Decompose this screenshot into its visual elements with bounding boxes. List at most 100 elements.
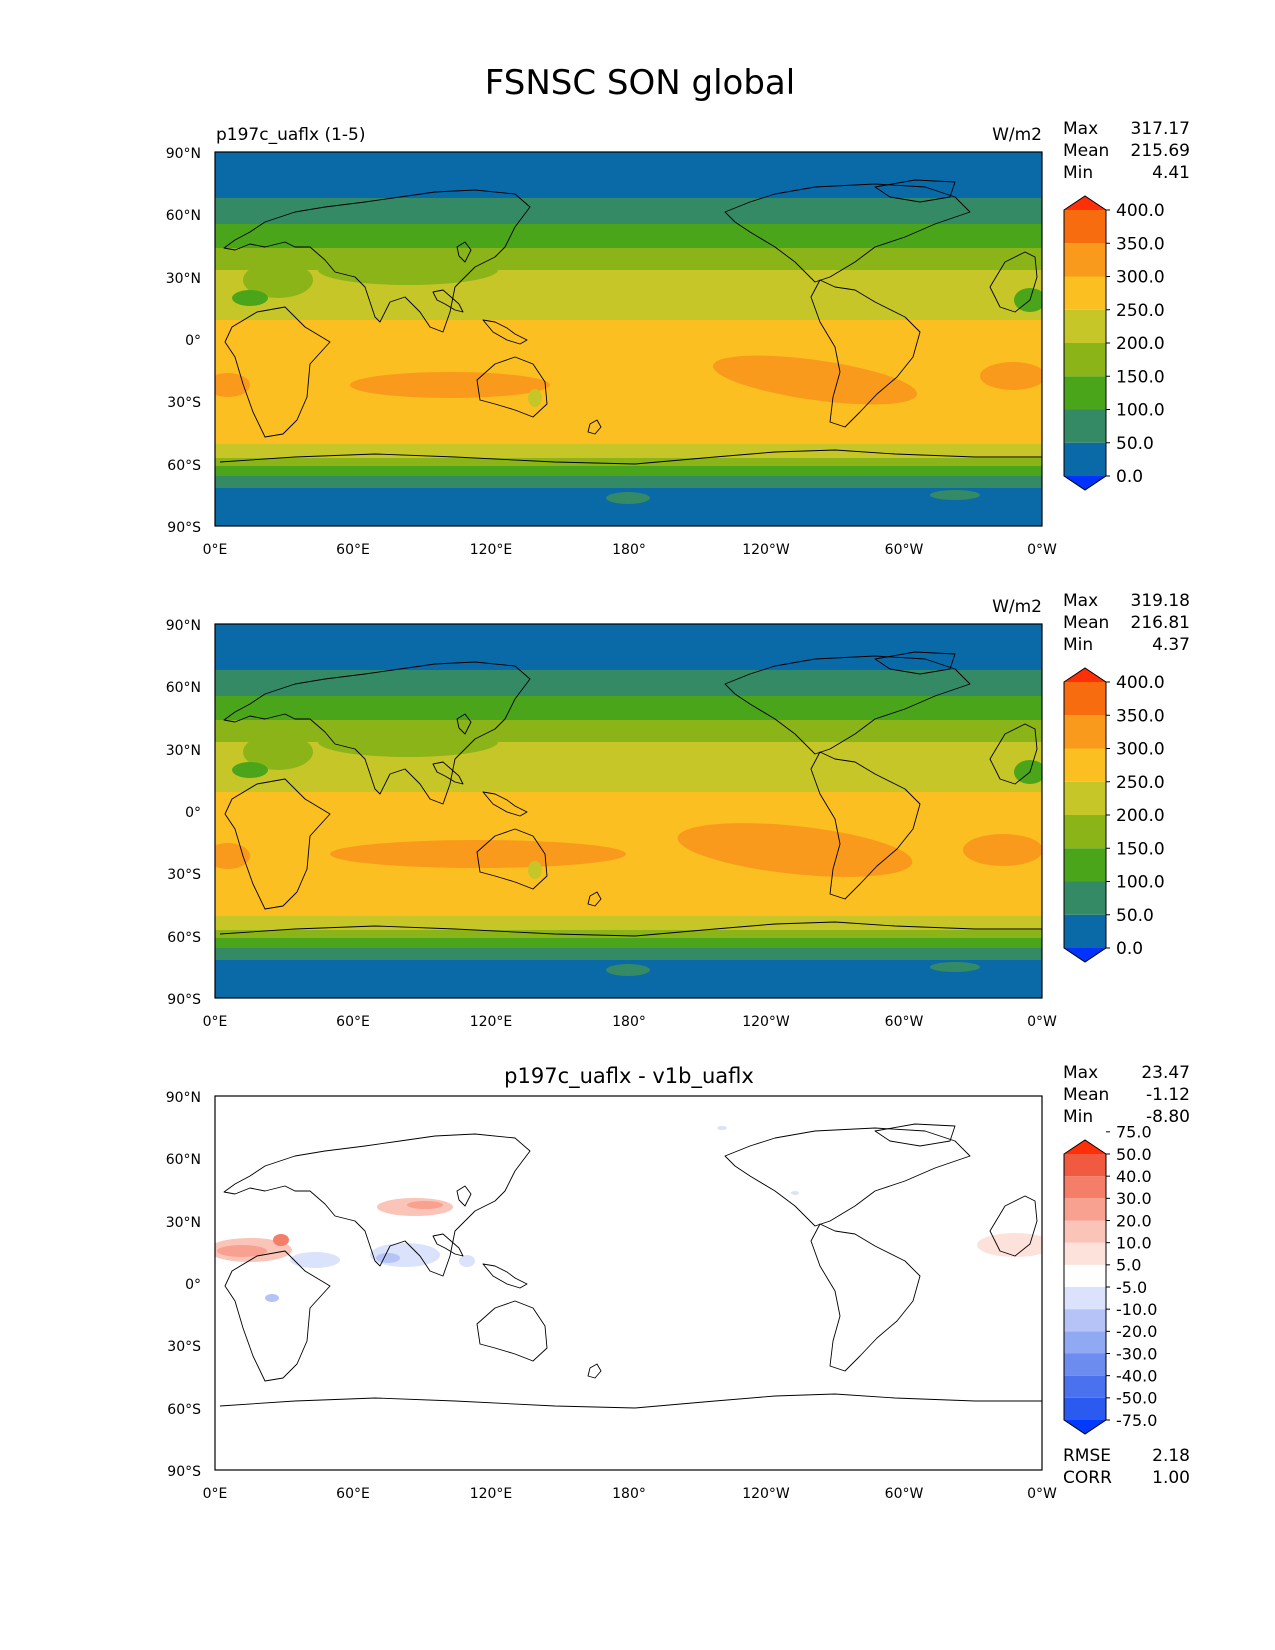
colorbar-extend-max xyxy=(1064,1140,1106,1154)
map-panel xyxy=(215,1096,1042,1470)
colorbar-segment xyxy=(1064,210,1106,244)
colorbar-tick-label: -20.0 xyxy=(1116,1322,1157,1341)
contour-blob xyxy=(243,734,313,770)
stat-max-value: 319.18 xyxy=(1131,591,1190,611)
colorbar-segment xyxy=(1064,815,1106,849)
contour-blob xyxy=(376,1253,400,1263)
contour-band xyxy=(215,696,1042,720)
colorbar-tick-label: -40.0 xyxy=(1116,1366,1157,1385)
panel-test: p197c_uaflx (1-5) W/m2 xyxy=(166,119,1190,558)
stat-max-label: Max xyxy=(1063,119,1098,139)
colorbar-segment xyxy=(1064,309,1106,343)
stat-mean-label: Mean xyxy=(1063,613,1109,633)
coastline xyxy=(874,179,956,203)
contour-band xyxy=(215,458,1042,466)
colorbar-segment xyxy=(1064,881,1106,915)
lon-tick-label: 60°W xyxy=(885,1014,924,1030)
colorbar-segment xyxy=(1064,848,1106,882)
lat-tick-label: 60°N xyxy=(166,208,201,224)
coastline xyxy=(482,319,528,345)
map-frame xyxy=(214,623,1043,999)
colorbar-tick-label: 350.0 xyxy=(1116,234,1165,254)
coastline xyxy=(587,891,602,907)
colorbar-tick-label: 5.0 xyxy=(1116,1256,1141,1275)
colorbar-segment xyxy=(1064,1397,1106,1420)
lon-tick-label: 60°E xyxy=(336,542,370,558)
stat-min-value: 4.41 xyxy=(1152,163,1190,183)
contour-blob xyxy=(217,1245,267,1257)
contour-blob xyxy=(407,1201,443,1209)
colorbar-tick-label: 300.0 xyxy=(1116,268,1165,288)
lon-tick-label: 120°E xyxy=(470,542,513,558)
contour-band xyxy=(215,930,1042,938)
contour-blob xyxy=(318,727,498,757)
colorbar-segment xyxy=(1064,715,1106,749)
colorbar-tick-label: -50.0 xyxy=(1116,1389,1157,1408)
panel-units: W/m2 xyxy=(992,125,1042,145)
lon-axis: 0°E 60°E 120°E 180° 120°W 60°W 0°W xyxy=(203,1014,1057,1030)
stat-min-label: Min xyxy=(1063,1107,1093,1127)
lat-tick-label: 90°N xyxy=(166,618,201,634)
colorbar-extend-min xyxy=(1064,476,1106,490)
coastline xyxy=(219,921,1042,937)
colorbar-extend-min xyxy=(1064,1420,1106,1434)
panel-center-title: p197c_uaflx - v1b_uaflx xyxy=(504,1064,754,1089)
contour-blob xyxy=(606,964,650,976)
contour-blob xyxy=(820,158,1040,178)
stat-max-value: 317.17 xyxy=(1131,119,1190,139)
coastline xyxy=(989,1195,1038,1257)
coastline xyxy=(989,251,1038,313)
contour-blob xyxy=(318,255,498,285)
contour-blob xyxy=(330,840,626,868)
contour-blob xyxy=(606,492,650,504)
colorbar-tick-label: 200.0 xyxy=(1116,334,1165,354)
coastline xyxy=(874,651,956,675)
colorbar-segment xyxy=(1064,1309,1106,1332)
stat-min-label: Min xyxy=(1063,163,1093,183)
contour-blob xyxy=(290,1252,340,1268)
stat-min-value: 4.37 xyxy=(1152,635,1190,655)
colorbar-tick-label: 10.0 xyxy=(1116,1233,1152,1252)
lon-tick-label: 60°E xyxy=(336,1486,370,1502)
colorbar-segment xyxy=(1064,781,1106,815)
panel-left-title: p197c_uaflx (1-5) xyxy=(216,125,365,145)
coastline xyxy=(482,1263,528,1289)
colorbar-segment xyxy=(1064,1176,1106,1199)
contour-band xyxy=(215,916,1042,930)
coastline xyxy=(456,713,472,735)
colorbar-segment xyxy=(1064,343,1106,377)
contour-blob xyxy=(273,1234,289,1246)
contour-blob xyxy=(232,290,268,306)
filled-contours xyxy=(215,152,1042,526)
colorbar-tick-label: 200.0 xyxy=(1116,806,1165,826)
colorbar-tick-label: 40.0 xyxy=(1116,1167,1152,1186)
lat-tick-label: 90°N xyxy=(166,146,201,162)
contour-blob xyxy=(243,262,313,298)
coastline xyxy=(724,1127,971,1227)
colorbar-tick-label: 50.0 xyxy=(1116,906,1154,926)
filled-contours xyxy=(215,624,1042,998)
lon-tick-label: 0°E xyxy=(203,1486,228,1502)
coastline xyxy=(810,751,921,900)
coastline xyxy=(456,1185,472,1207)
colorbar-segment xyxy=(1064,409,1106,443)
colorbar-tick-label: -5.0 xyxy=(1116,1278,1147,1297)
coastline xyxy=(224,778,331,910)
colorbar-extend-max xyxy=(1064,668,1106,682)
colorbar-tick-label: 20.0 xyxy=(1116,1211,1152,1230)
colorbar-segment xyxy=(1064,1198,1106,1221)
contour-blob xyxy=(1014,760,1042,784)
lat-tick-label: 60°N xyxy=(166,680,201,696)
contour-band xyxy=(215,670,1042,696)
lat-axis: 90°N 60°N 30°N 0° 30°S 60°S 90°S xyxy=(166,1090,201,1480)
stats-block: Max 319.18 Mean 216.81 Min 4.37 xyxy=(1063,591,1190,655)
coastlines xyxy=(219,179,1042,465)
contour-blob xyxy=(980,362,1042,390)
coastline xyxy=(724,655,971,755)
coastline xyxy=(989,723,1038,785)
lon-tick-label: 0°E xyxy=(203,542,228,558)
contour-blob xyxy=(677,823,913,877)
contour-band xyxy=(215,938,1042,948)
coastline xyxy=(432,1233,464,1257)
